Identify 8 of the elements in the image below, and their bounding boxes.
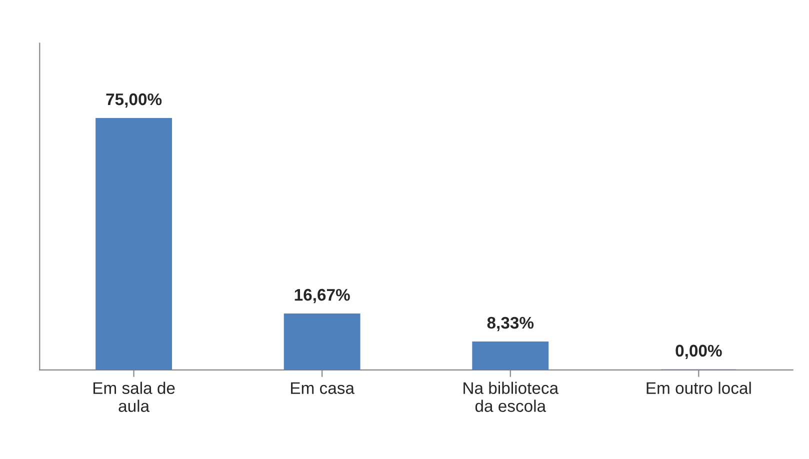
data-label: 8,33% [487, 316, 534, 332]
data-label: 16,67% [294, 288, 350, 304]
x-tick-label: Em casa [291, 382, 354, 394]
data-label: 0,00% [676, 344, 722, 360]
x-tick-label: Em sala de aula [93, 382, 175, 412]
x-tick-label: Na biblioteca da escola [464, 382, 559, 412]
data-label: 75,00% [106, 93, 162, 108]
x-tick-label: Em outro local [646, 382, 751, 394]
